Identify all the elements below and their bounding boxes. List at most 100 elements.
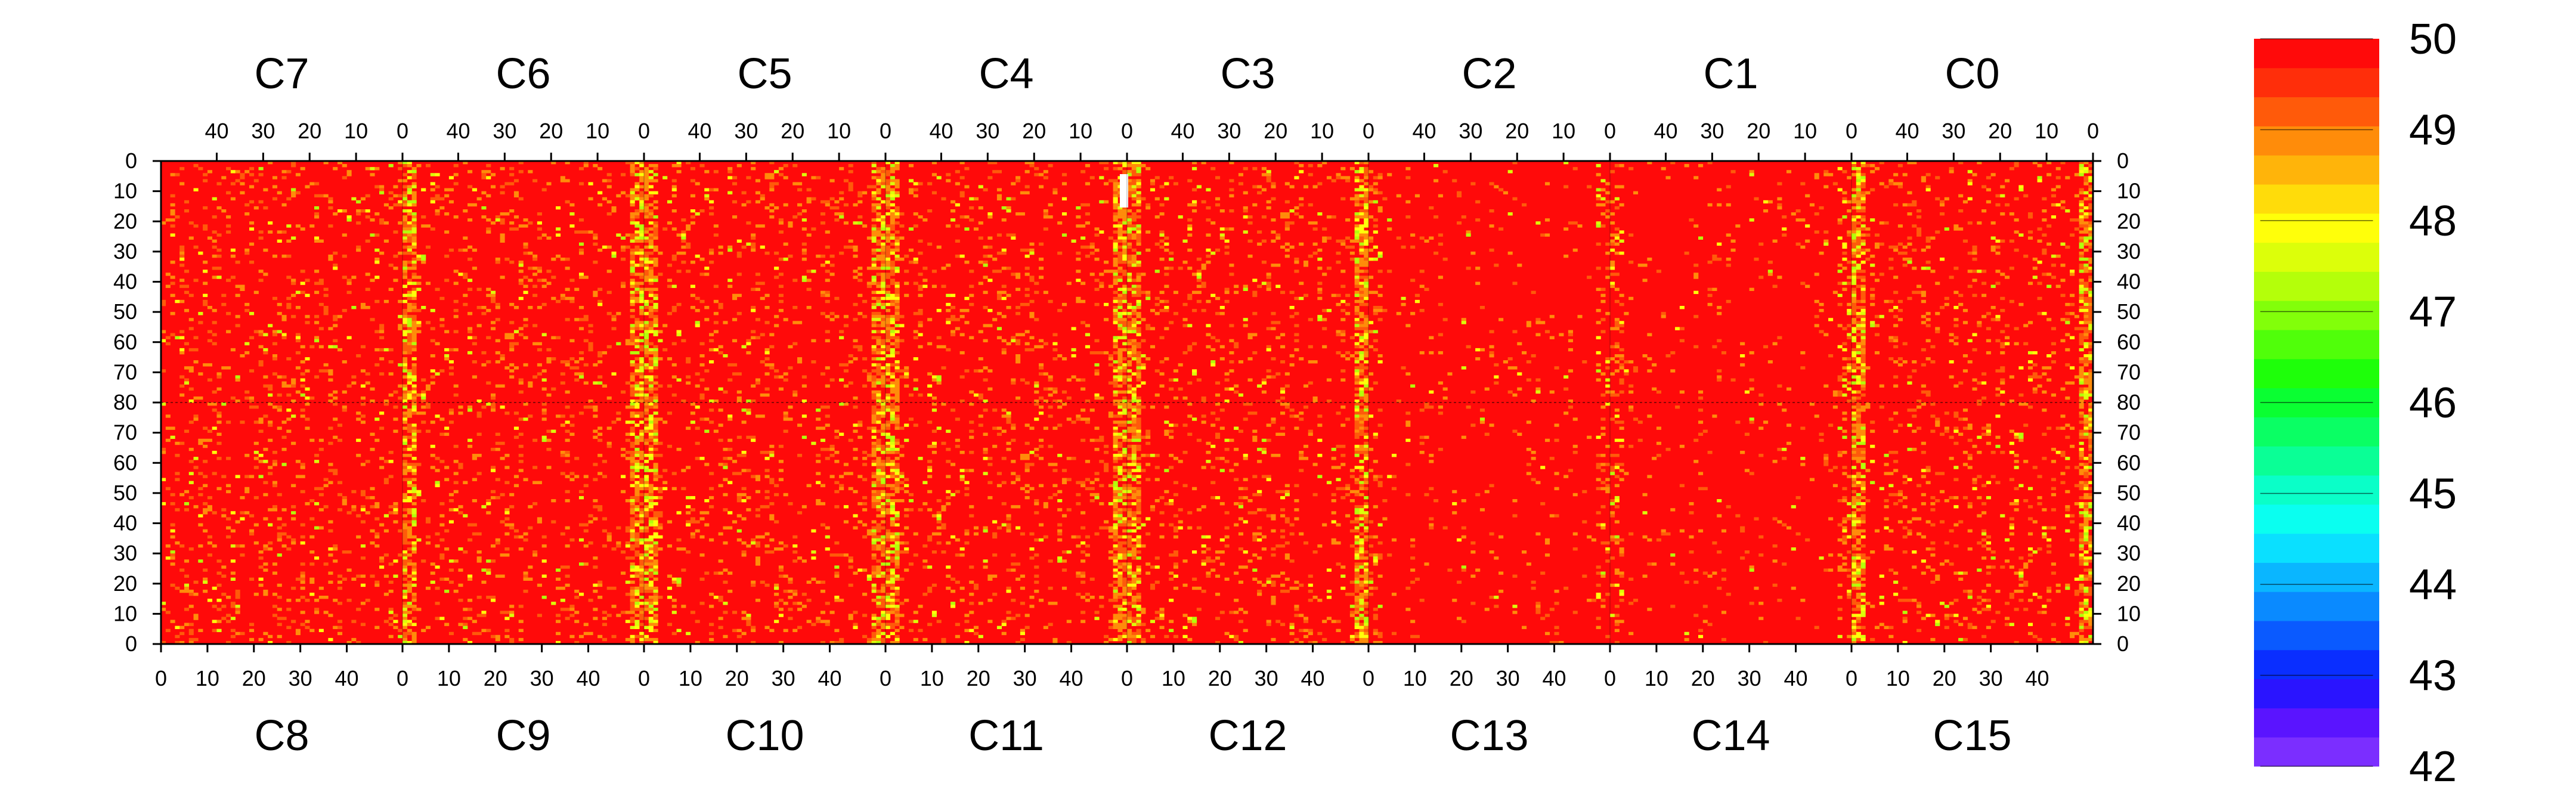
x-tick-label-top: 30 xyxy=(1459,119,1482,143)
x-tick-label-top: 30 xyxy=(493,119,516,143)
x-tick-label-top: 20 xyxy=(1747,119,1770,143)
colorbar-segment xyxy=(2254,562,2379,592)
x-tick-label-top: 40 xyxy=(446,119,470,143)
x-tick-label-bottom: 40 xyxy=(818,666,842,691)
x-tick-label-top: 20 xyxy=(298,119,321,143)
y-tick-label-left: 20 xyxy=(113,209,137,233)
colorbar-tick-label: 50 xyxy=(2409,16,2457,63)
y-tick-label-right: 70 xyxy=(2117,420,2141,445)
x-tick-label-bottom: 30 xyxy=(1013,666,1037,691)
x-tick-label-top: 20 xyxy=(1505,119,1529,143)
y-tick-label-left: 70 xyxy=(113,420,137,445)
x-axis-top: 40 30 20 10 0 40 30 20 10 0 40 30 20 10 0 40 30 20 10 0 40 30… xyxy=(205,119,2099,161)
x-tick-label-bottom: 0 xyxy=(880,666,891,691)
x-tick-label-bottom: 40 xyxy=(335,666,359,691)
x-tick-label-top: 30 xyxy=(976,119,999,143)
x-tick-label-bottom: 40 xyxy=(2026,666,2049,691)
x-tick-label-bottom: 30 xyxy=(772,666,795,691)
x-tick-label-bottom: 40 xyxy=(1784,666,1808,691)
y-tick-label-left: 40 xyxy=(113,270,137,294)
bottom-chip-labels: C8 C9 C10 C11 C12 C13 C14 C15 xyxy=(254,712,2011,760)
y-tick-label-right: 0 xyxy=(2117,148,2129,173)
colorbar-tick-label: 44 xyxy=(2409,561,2457,609)
chip-label-bottom: C10 xyxy=(725,712,804,760)
colorbar-segment xyxy=(2254,708,2379,738)
colorbar-segment xyxy=(2254,533,2379,563)
colorbar-segment xyxy=(2254,679,2379,708)
chip-label-top: C3 xyxy=(1220,50,1275,98)
x-tick-label-bottom: 20 xyxy=(1691,666,1715,691)
x-tick-label-bottom: 20 xyxy=(242,666,266,691)
y-tick-label-right: 60 xyxy=(2117,450,2141,475)
x-tick-label-bottom: 0 xyxy=(1604,666,1616,691)
y-tick-label-right: 0 xyxy=(2117,631,2129,656)
x-tick-label-top: 0 xyxy=(1604,119,1616,143)
x-tick-label-top: 40 xyxy=(1895,119,1919,143)
chip-label-top: C6 xyxy=(496,50,550,98)
colorbar-tick-label: 49 xyxy=(2409,107,2457,154)
y-tick-label-left: 30 xyxy=(113,541,137,565)
x-tick-label-bottom: 30 xyxy=(530,666,554,691)
x-tick-label-bottom: 30 xyxy=(289,666,312,691)
y-tick-label-left: 50 xyxy=(113,299,137,324)
chip-label-bottom: C15 xyxy=(1933,712,2011,760)
x-tick-label-bottom: 30 xyxy=(1255,666,1278,691)
colorbar-segment xyxy=(2254,155,2379,185)
x-tick-label-bottom: 30 xyxy=(1738,666,1761,691)
top-chip-labels: C7 C6 C5 C4 C3 C2 C1 C0 xyxy=(254,50,1999,98)
chip-label-bottom: C13 xyxy=(1450,712,1528,760)
colorbar-segment xyxy=(2254,475,2379,505)
chip-label-top: C0 xyxy=(1945,50,1999,98)
y-tick-label-right: 40 xyxy=(2117,511,2141,535)
y-tick-label-left: 50 xyxy=(113,481,137,505)
x-tick-label-top: 20 xyxy=(781,119,804,143)
y-tick-label-left: 60 xyxy=(113,450,137,475)
colorbar-tick-label: 48 xyxy=(2409,197,2457,245)
x-tick-label-top: 30 xyxy=(1217,119,1241,143)
x-axis-bottom: 0 10 20 30 40 0 10 20 30 40 0 10 20 30 40 0 10 20 30 40 0 10 2… xyxy=(155,644,2049,691)
x-tick-label-bottom: 0 xyxy=(155,666,167,691)
x-tick-label-top: 40 xyxy=(1412,119,1436,143)
chip-label-bottom: C8 xyxy=(254,712,309,760)
colorbar-segment xyxy=(2254,39,2379,69)
x-tick-label-top: 20 xyxy=(1264,119,1287,143)
x-tick-label-top: 0 xyxy=(1121,119,1133,143)
x-tick-label-top: 30 xyxy=(1700,119,1724,143)
x-tick-label-bottom: 20 xyxy=(1208,666,1232,691)
x-tick-label-bottom: 10 xyxy=(1886,666,1910,691)
x-tick-label-top: 10 xyxy=(1310,119,1334,143)
colorbar-segment xyxy=(2254,67,2379,98)
x-tick-label-bottom: 40 xyxy=(1543,666,1566,691)
x-tick-label-bottom: 10 xyxy=(1162,666,1185,691)
colorbar-segment xyxy=(2254,621,2379,651)
x-tick-label-bottom: 40 xyxy=(577,666,600,691)
chip-label-top: C4 xyxy=(979,50,1033,98)
y-tick-label-right: 40 xyxy=(2117,270,2141,294)
x-tick-label-top: 0 xyxy=(638,119,650,143)
y-tick-label-right: 20 xyxy=(2117,209,2141,233)
y-tick-label-right: 80 xyxy=(2117,390,2141,414)
x-tick-label-top: 10 xyxy=(1069,119,1092,143)
colorbar-segment xyxy=(2254,184,2379,214)
x-tick-label-top: 30 xyxy=(1942,119,1965,143)
y-tick-label-left: 60 xyxy=(113,330,137,354)
colorbar-tick-label: 43 xyxy=(2409,652,2457,700)
x-tick-label-top: 0 xyxy=(397,119,408,143)
colorbar-segment xyxy=(2254,301,2379,330)
x-tick-label-bottom: 40 xyxy=(1060,666,1083,691)
y-tick-label-right: 50 xyxy=(2117,481,2141,505)
x-tick-label-top: 20 xyxy=(539,119,563,143)
x-tick-label-bottom: 10 xyxy=(679,666,702,691)
chip-label-bottom: C9 xyxy=(496,712,550,760)
x-tick-label-top: 10 xyxy=(1552,119,1575,143)
y-axis-left: 0 10 20 30 40 50 60 70 80 70 60 50 40 30 20 10 0 xyxy=(113,148,161,656)
x-tick-label-bottom: 20 xyxy=(725,666,749,691)
colorbar-tick-label: 42 xyxy=(2409,743,2457,791)
y-tick-label-left: 80 xyxy=(113,390,137,414)
x-tick-label-top: 0 xyxy=(880,119,891,143)
colorbar-segment xyxy=(2254,504,2379,534)
colorbar-segment xyxy=(2254,737,2379,767)
x-tick-label-bottom: 0 xyxy=(397,666,408,691)
x-tick-label-top: 10 xyxy=(1793,119,1817,143)
